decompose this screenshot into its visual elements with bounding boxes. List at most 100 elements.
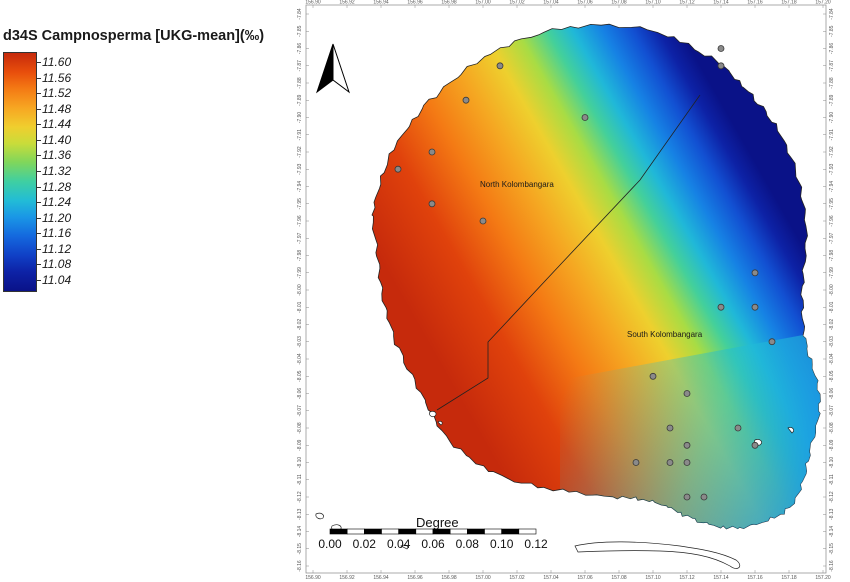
legend-label: 11.24 [42, 195, 72, 210]
scale-bar-segment [484, 528, 502, 535]
sample-points [394, 45, 776, 501]
bottom-coordinate-ticks: 156.90 156.92 156.94 156.96 156.98 157.00 157.… [305, 570, 831, 581]
top-tick-label: 157.02 [509, 0, 525, 6]
right-tick-label: -8.08 [829, 422, 835, 434]
map-frame [305, 4, 827, 574]
right-tick-label: -7.88 [829, 77, 835, 89]
right-tick-label: -7.87 [829, 60, 835, 72]
sample-point [666, 424, 674, 432]
left-tick-label: -8.16 [297, 560, 303, 572]
top-coordinate-ticks: 156.90 156.92 156.94 156.96 156.98 157.00 157.… [305, 0, 831, 8]
legend-label: 11.08 [42, 257, 72, 272]
bottom-tick-label: 157.14 [713, 575, 729, 581]
right-tick-label: -8.12 [829, 491, 835, 503]
legend-tick [37, 217, 41, 219]
bottom-tick-label: 157.12 [679, 575, 695, 581]
bottom-tick-label: 156.96 [407, 575, 423, 581]
legend-label: 11.44 [42, 117, 72, 132]
sample-point [683, 493, 691, 501]
top-tick-label: 157.00 [475, 0, 491, 6]
legend-label: 11.04 [42, 273, 72, 287]
legend-tick [37, 248, 41, 250]
left-tick-label: -8.13 [297, 508, 303, 520]
sample-point [751, 441, 759, 449]
scale-bar-title: Degree [416, 515, 459, 530]
scale-bar-segment [381, 528, 399, 535]
left-tick-label: -8.07 [297, 405, 303, 417]
left-tick-label: -7.89 [297, 94, 303, 106]
top-tick-label: 157.14 [713, 0, 729, 6]
sample-point [666, 459, 674, 466]
sample-point [581, 114, 589, 121]
legend-title: d34S Campnosperma [UKG-mean](‰) [3, 28, 265, 44]
right-tick-label: -8.11 [829, 474, 835, 485]
sample-point [462, 96, 470, 104]
left-tick-label: -7.86 [297, 43, 303, 55]
legend-label: 11.32 [42, 164, 72, 178]
south-region-label: South Kolombangara [627, 330, 703, 339]
top-tick-label: 157.18 [781, 0, 797, 6]
right-tick-label: -7.98 [829, 250, 835, 262]
scale-bar-segment [329, 528, 348, 535]
legend-label: 11.12 [42, 241, 72, 256]
sample-point [428, 148, 436, 156]
right-tick-label: -8.09 [829, 439, 835, 451]
legend-label: 11.20 [42, 210, 72, 225]
legend-tick [37, 108, 41, 110]
scale-bar-segment [415, 528, 434, 535]
sample-point [496, 62, 504, 70]
left-tick-label: -8.10 [297, 457, 303, 469]
sample-point [751, 269, 759, 277]
sample-point [683, 459, 691, 466]
legend-label: 11.16 [42, 226, 72, 241]
top-tick-label: 157.04 [543, 0, 559, 6]
top-tick-label: 157.12 [679, 0, 695, 6]
district-boundary [436, 94, 701, 411]
bottom-tick-label: 157.16 [747, 575, 763, 581]
legend-tick [37, 155, 41, 157]
right-tick-label: -7.99 [829, 267, 835, 279]
left-tick-label: -7.96 [297, 215, 303, 227]
left-tick-label: -8.06 [297, 388, 303, 400]
island-surface-south-shade [560, 330, 821, 529]
bottom-tick-label: 156.98 [441, 575, 457, 581]
right-tick-label: -7.91 [829, 129, 835, 141]
north-region-label: North Kolombangara [480, 180, 554, 189]
legend-tick [37, 280, 41, 281]
right-tick-label: -7.93 [829, 163, 835, 175]
bottom-tick-label: 157.06 [577, 575, 593, 581]
left-tick-label: -7.87 [297, 60, 303, 72]
left-tick-label: -8.00 [297, 284, 303, 296]
top-tick-label: 157.08 [611, 0, 627, 6]
scale-bar-segment [467, 528, 485, 535]
left-tick-label: -7.98 [297, 250, 303, 262]
sample-point [649, 372, 657, 380]
top-tick-label: 156.98 [441, 0, 457, 6]
left-tick-label: -7.93 [297, 163, 303, 175]
top-tick-label: 156.94 [373, 0, 389, 6]
top-tick-label: 156.96 [407, 0, 423, 6]
top-tick-label: 157.20 [815, 0, 831, 6]
left-tick-label: -8.05 [297, 370, 303, 382]
right-tick-label: -7.90 [829, 112, 835, 124]
left-tick-label: -7.99 [297, 267, 303, 279]
legend-tick [37, 233, 41, 235]
right-tick-label: -7.92 [829, 146, 835, 158]
legend-colorbar [3, 52, 37, 292]
scale-bar-label: 0.04 [387, 537, 411, 551]
sample-point [683, 390, 691, 397]
left-tick-label: -7.95 [297, 198, 303, 210]
right-tick-label: -8.16 [829, 560, 835, 572]
sample-point [717, 62, 725, 70]
legend-tick [37, 77, 41, 79]
right-tick-label: -7.84 [829, 8, 835, 20]
legend-label: 11.56 [42, 70, 72, 85]
bottom-tick-label: 156.90 [305, 575, 321, 581]
sample-point [717, 45, 725, 52]
scale-bar-label: 0.06 [421, 537, 445, 551]
sample-point [683, 441, 691, 449]
bottom-tick-label: 156.94 [373, 575, 389, 581]
scale-bar: Degree 0.00 0.02 0.04 0.06 0.08 0.10 0.12 [318, 515, 548, 551]
sample-point [428, 200, 436, 208]
